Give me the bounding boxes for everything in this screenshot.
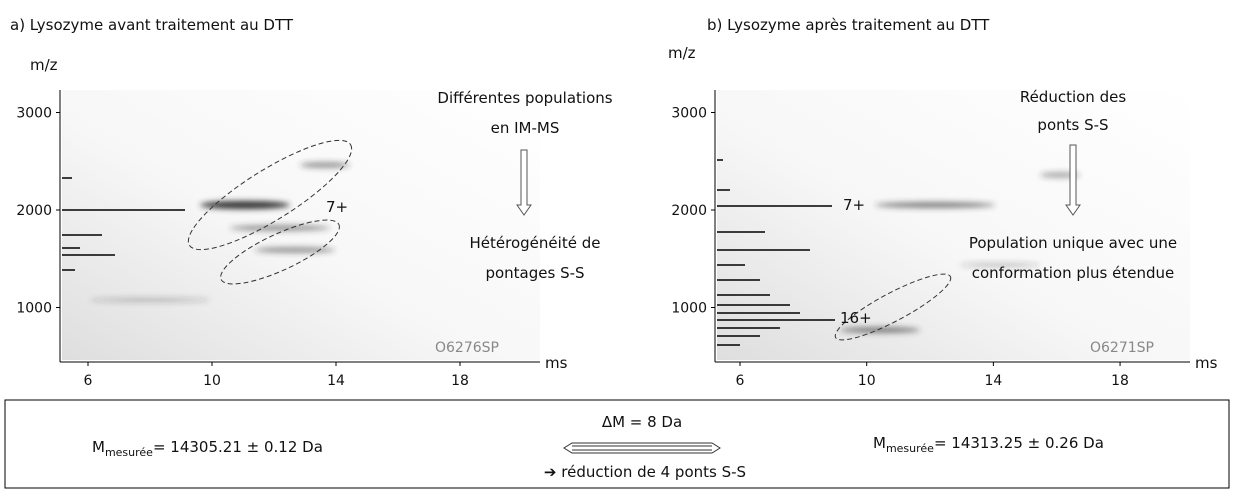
annotation: 7+ — [843, 196, 865, 214]
sample-code: O6271SP — [1090, 340, 1154, 356]
y-tick-label: 3000 — [671, 106, 707, 122]
x-axis-label: ms — [545, 354, 568, 372]
x-tick-label: 18 — [1111, 373, 1129, 389]
panel-title: a) Lysozyme avant traitement au DTT — [10, 16, 294, 34]
conclusion: ➔ réduction de 4 ponts S-S — [544, 463, 746, 481]
measured-mass: Mmesurée= 14313.25 ± 0.26 Da — [873, 434, 1104, 455]
mass-symbol: M — [92, 438, 105, 456]
mass-symbol: M — [873, 434, 886, 452]
annotation: ponts S-S — [1037, 116, 1108, 134]
measured-mass: Mmesurée= 14305.21 ± 0.12 Da — [92, 438, 323, 459]
annotation: Réduction des — [1020, 88, 1127, 106]
summary-box — [4, 399, 1230, 489]
heatmap-a — [59, 90, 540, 363]
x-tick-label: 14 — [327, 373, 345, 389]
sample-code: O6276SP — [435, 340, 499, 356]
y-tick-label: 2000 — [671, 203, 707, 219]
mass-value: = 14313.25 ± 0.26 Da — [934, 434, 1104, 452]
annotation: conformation plus étendue — [972, 264, 1174, 282]
x-axis-label: ms — [1195, 354, 1218, 372]
annotation: Différentes populations — [437, 89, 612, 107]
y-tick-label: 1000 — [16, 301, 52, 317]
delta-mass: ΔM = 8 Da — [602, 413, 682, 431]
annotation: 7+ — [326, 198, 348, 216]
mass-value: = 14305.21 ± 0.12 Da — [153, 438, 323, 456]
y-axis-label: m/z — [668, 44, 696, 62]
mass-subscript: mesurée — [105, 446, 153, 459]
x-tick-label: 10 — [203, 373, 221, 389]
x-tick-label: 14 — [984, 373, 1002, 389]
y-tick-label: 1000 — [671, 301, 707, 317]
y-axis-label: m/z — [30, 56, 58, 74]
y-tick-label: 2000 — [16, 203, 52, 219]
mass-subscript: mesurée — [886, 442, 934, 455]
panel-title: b) Lysozyme après traitement au DTT — [707, 16, 990, 34]
heatmap-b — [714, 90, 1190, 363]
annotation: pontages S-S — [485, 264, 584, 282]
annotation: en IM-MS — [491, 119, 560, 137]
x-tick-label: 10 — [858, 373, 876, 389]
y-tick-label: 3000 — [16, 106, 52, 122]
x-tick-label: 6 — [84, 373, 93, 389]
annotation: Hétérogénéité de — [470, 234, 601, 252]
x-tick-label: 18 — [451, 373, 469, 389]
annotation: Population unique avec une — [969, 234, 1177, 252]
annotation: 16+ — [840, 309, 872, 327]
x-tick-label: 6 — [736, 373, 745, 389]
